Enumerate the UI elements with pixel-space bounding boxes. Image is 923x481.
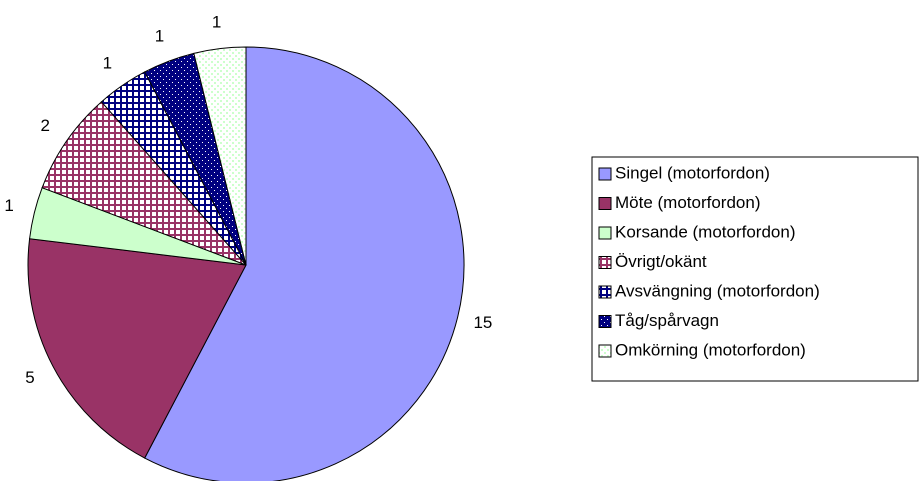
legend-swatch — [598, 285, 612, 299]
legend-swatch — [598, 226, 612, 240]
legend-label: Möte (motorfordon) — [615, 193, 761, 212]
data-label: 1 — [103, 54, 112, 73]
legend-swatch — [598, 197, 612, 210]
pie-slice — [41, 101, 247, 266]
pie-slice — [27, 238, 247, 459]
legend-label: Singel (motorfordon) — [615, 163, 770, 182]
data-label: 2 — [40, 116, 49, 135]
legend-label: Övrigt/okänt — [615, 252, 707, 271]
legend-label: Avsvängning (motorfordon) — [615, 281, 820, 300]
legend-label: Omkörning (motorfordon) — [615, 340, 806, 359]
legend-box — [591, 156, 919, 382]
legend-swatch — [598, 344, 612, 358]
data-label: 1 — [155, 26, 164, 45]
legend-label: Tåg/spårvagn — [615, 311, 719, 330]
legend-swatch — [598, 167, 612, 181]
pie-slice — [144, 46, 465, 481]
data-label: 1 — [212, 12, 221, 31]
data-label: 15 — [473, 313, 492, 332]
legend-swatch — [598, 315, 612, 328]
data-label: 1 — [4, 196, 13, 215]
pie-slice — [193, 46, 247, 266]
legend-label: Korsande (motorfordon) — [615, 222, 795, 241]
legend-swatch — [598, 256, 612, 269]
data-label: 5 — [25, 368, 34, 387]
